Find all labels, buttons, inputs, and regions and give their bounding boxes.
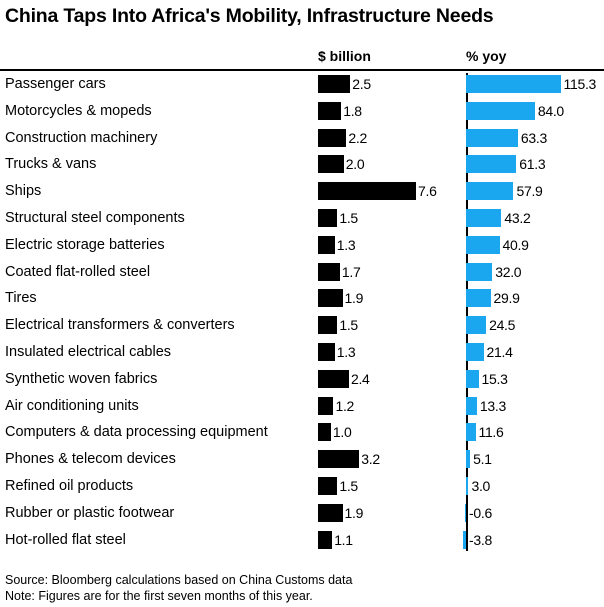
billion-bar [318, 182, 417, 201]
yoy-value-label: -0.6 [469, 504, 492, 521]
billion-bar [318, 209, 338, 227]
billion-bar [318, 128, 347, 147]
billion-bar [318, 155, 344, 174]
yoy-bar [466, 75, 561, 93]
yoy-value-label: 43.2 [504, 210, 531, 226]
source-note: Source: Bloomberg calculations based on … [5, 573, 353, 587]
yoy-bar [462, 530, 466, 549]
yoy-bar [466, 316, 487, 335]
yoy-bar [466, 396, 477, 415]
yoy-bar [466, 235, 500, 254]
yoy-value-label: 13.3 [479, 397, 506, 414]
billion-value-label: 2.2 [348, 129, 367, 146]
billion-value-label: 7.6 [418, 183, 437, 200]
category-label: Trucks & vans [5, 156, 97, 173]
yoy-bar [466, 289, 491, 308]
yoy-value-label: 24.5 [489, 317, 516, 334]
billion-value-label: 1.2 [335, 397, 355, 414]
category-label: Hot-rolled flat steel [5, 531, 126, 548]
category-label: Air conditioning units [5, 397, 139, 414]
billion-value-label: 3.2 [361, 451, 380, 468]
category-label: Coated flat-rolled steel [5, 263, 151, 280]
chart-title: China Taps Into Africa's Mobility, Infra… [5, 5, 494, 27]
yoy-value-label: 115.3 [563, 76, 597, 92]
yoy-value-label: 32.0 [495, 263, 522, 280]
category-label: Synthetic woven fabrics [5, 370, 158, 387]
category-label: Construction machinery [5, 129, 158, 146]
billion-value-label: 2.0 [345, 156, 365, 173]
billion-value-label: 1.5 [339, 210, 358, 226]
billion-value-label: 1.1 [334, 531, 353, 548]
billion-bar [318, 343, 335, 361]
billion-bar [318, 235, 335, 254]
billion-value-label: 1.7 [341, 263, 361, 280]
billion-bar [318, 369, 349, 388]
billion-value-label: 1.5 [339, 317, 358, 334]
billion-value-label: 2.5 [352, 76, 371, 92]
billion-bar [318, 530, 333, 549]
category-label: Motorcycles & mopeds [5, 102, 152, 119]
category-label: Ships [5, 183, 42, 200]
billion-bar [318, 477, 338, 495]
yoy-value-label: 5.1 [473, 451, 492, 468]
yoy-value-label: -3.8 [469, 531, 492, 548]
yoy-bar [466, 477, 469, 495]
billion-value-label: 1.0 [332, 424, 352, 441]
yoy-value-label: 40.9 [502, 236, 529, 253]
column-header-yoy: % yoy [466, 48, 507, 64]
yoy-bar [466, 343, 484, 361]
billion-bar [318, 503, 343, 522]
billion-bar [318, 450, 360, 469]
yoy-bar [466, 101, 535, 120]
billion-bar [318, 289, 343, 308]
category-label: Insulated electrical cables [5, 344, 172, 360]
billion-value-label: 1.3 [336, 344, 356, 360]
category-label: Rubber or plastic footwear [5, 504, 175, 521]
yoy-bar [466, 262, 493, 281]
yoy-bar [466, 423, 476, 442]
billion-value-label: 2.4 [350, 370, 370, 387]
yoy-value-label: 11.6 [478, 424, 504, 441]
billion-bar [318, 396, 334, 415]
yoy-value-label: 21.4 [486, 344, 513, 360]
yoy-zero-axis [466, 73, 468, 551]
billion-value-label: 1.5 [339, 478, 358, 494]
category-label: Phones & telecom devices [5, 451, 176, 468]
yoy-value-label: 84.0 [537, 102, 564, 119]
category-label: Tires [5, 290, 37, 307]
yoy-value-label: 3.0 [471, 478, 491, 494]
yoy-value-label: 57.9 [516, 183, 543, 200]
yoy-value-label: 15.3 [481, 370, 508, 387]
yoy-value-label: 61.3 [519, 156, 546, 173]
category-label: Passenger cars [5, 76, 106, 92]
billion-bar [318, 101, 342, 120]
column-header-billion: $ billion [318, 48, 371, 64]
billion-value-label: 1.9 [344, 504, 364, 521]
category-label: Refined oil products [5, 478, 134, 494]
billion-bar [318, 316, 338, 335]
billion-value-label: 1.9 [344, 290, 364, 307]
billion-bar [318, 75, 351, 93]
yoy-bar [466, 450, 471, 469]
yoy-bar [466, 369, 479, 388]
billion-value-label: 1.8 [343, 102, 362, 119]
yoy-bar [466, 182, 514, 201]
yoy-value-label: 63.3 [520, 129, 547, 146]
category-label: Electrical transformers & converters [5, 317, 235, 334]
yoy-bar [466, 155, 517, 174]
yoy-bar [466, 209, 502, 227]
yoy-bar [466, 128, 518, 147]
yoy-value-label: 29.9 [493, 290, 520, 307]
billion-value-label: 1.3 [336, 236, 356, 253]
billion-bar [318, 262, 340, 281]
billion-bar [318, 423, 331, 442]
header-rule [0, 69, 604, 71]
category-label: Electric storage batteries [5, 236, 165, 253]
yoy-bar [465, 503, 466, 522]
category-label: Structural steel components [5, 210, 185, 226]
footnote: Note: Figures are for the first seven mo… [5, 589, 313, 603]
category-label: Computers & data processing equipment [5, 424, 268, 441]
